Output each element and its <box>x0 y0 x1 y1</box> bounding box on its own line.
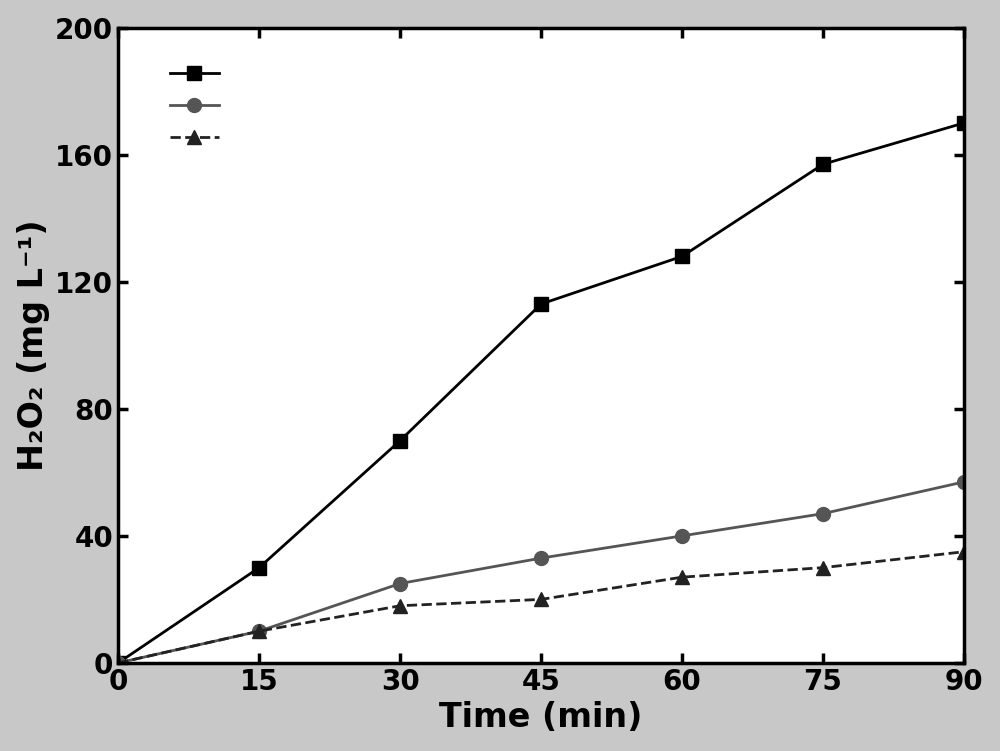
X-axis label: Time (min): Time (min) <box>439 701 643 734</box>
Legend: , , : , , <box>163 58 232 155</box>
Y-axis label: H₂O₂ (mg L⁻¹): H₂O₂ (mg L⁻¹) <box>17 219 50 471</box>
